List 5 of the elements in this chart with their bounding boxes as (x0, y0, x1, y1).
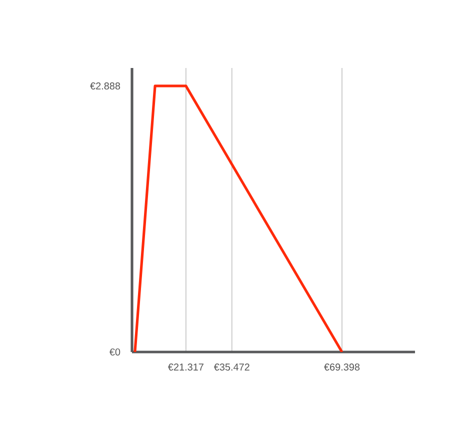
y-tick-label: €0 (109, 348, 120, 356)
y-tick-label: €2.888 (90, 82, 120, 90)
x-tick-label: €21.317 (168, 364, 204, 371)
x-tick-label: €35.472 (214, 364, 250, 371)
x-tick-label: €69.398 (324, 364, 360, 371)
